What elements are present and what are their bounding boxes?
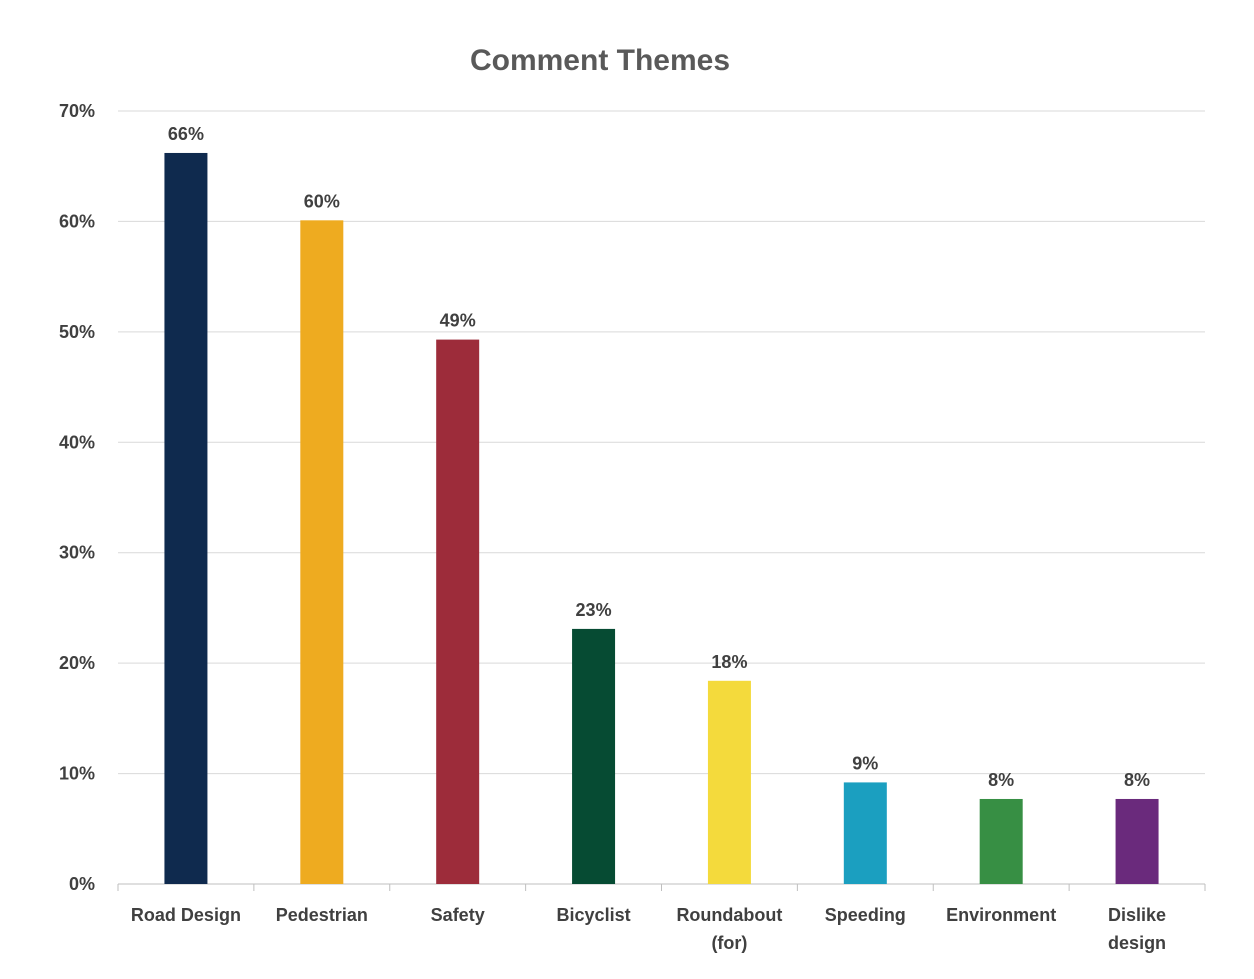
data-label: 49%	[440, 311, 476, 331]
y-tick-label: 0%	[69, 874, 95, 894]
x-axis-ticks: Road Design Pedestrian Safety Bicyclist Roun…	[131, 905, 1166, 953]
chart-title: Comment Themes	[470, 44, 730, 77]
bar	[164, 152, 208, 884]
y-tick-label: 20%	[59, 653, 95, 673]
x-tick-label: Pedestrian	[276, 905, 368, 925]
x-tick-label: Road Design	[131, 905, 241, 925]
bar	[979, 798, 1023, 884]
x-tick-label: (for)	[711, 933, 747, 953]
data-label: 9%	[852, 753, 878, 773]
data-label: 18%	[711, 652, 747, 672]
data-label: 60%	[304, 191, 340, 211]
bar	[300, 220, 344, 884]
x-tick-label: Safety	[431, 905, 485, 925]
bar	[707, 680, 751, 884]
data-label: 23%	[576, 600, 612, 620]
bars	[164, 152, 1159, 884]
data-label: 8%	[1124, 770, 1150, 790]
data-labels: 66% 60% 49% 23% 18% 9% 8% 8%	[168, 124, 1150, 790]
y-tick-label: 70%	[59, 101, 95, 121]
x-tick-label: Dislike	[1108, 905, 1166, 925]
y-tick-label: 10%	[59, 764, 95, 784]
gridlines	[117, 110, 1206, 891]
y-tick-label: 50%	[59, 322, 95, 342]
bar	[843, 782, 887, 884]
y-tick-label: 60%	[59, 211, 95, 231]
bar	[572, 628, 616, 884]
data-label: 66%	[168, 124, 204, 144]
y-tick-label: 40%	[59, 432, 95, 452]
x-tick-label: Speeding	[825, 905, 906, 925]
bar	[1115, 798, 1159, 884]
data-label: 8%	[988, 770, 1014, 790]
x-tick-label: design	[1108, 933, 1166, 953]
y-axis-ticks: 0% 10% 20% 30% 40% 50% 60% 70%	[59, 101, 95, 894]
x-tick-label: Environment	[946, 905, 1056, 925]
x-tick-label: Bicyclist	[557, 905, 631, 925]
x-tick-label: Roundabout	[676, 905, 782, 925]
bar	[436, 339, 480, 884]
y-tick-label: 30%	[59, 543, 95, 563]
